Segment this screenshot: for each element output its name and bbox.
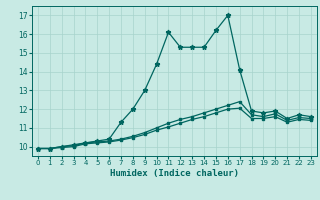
X-axis label: Humidex (Indice chaleur): Humidex (Indice chaleur)	[110, 169, 239, 178]
